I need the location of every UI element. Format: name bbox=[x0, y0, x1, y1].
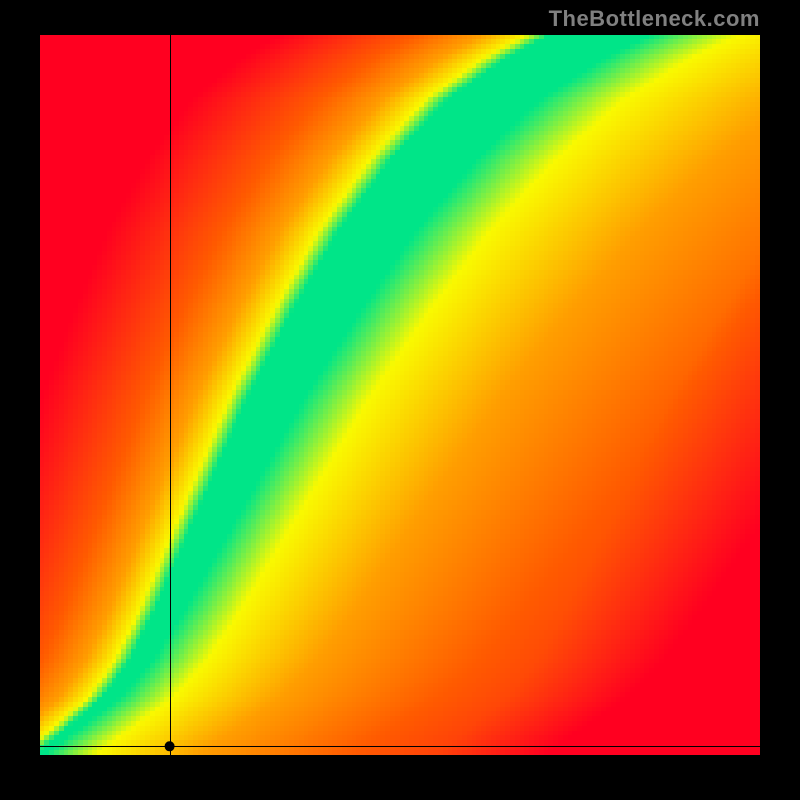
heatmap-canvas bbox=[40, 35, 760, 755]
heatmap-plot bbox=[40, 35, 760, 755]
watermark-text: TheBottleneck.com bbox=[549, 6, 760, 32]
chart-container: TheBottleneck.com bbox=[0, 0, 800, 800]
